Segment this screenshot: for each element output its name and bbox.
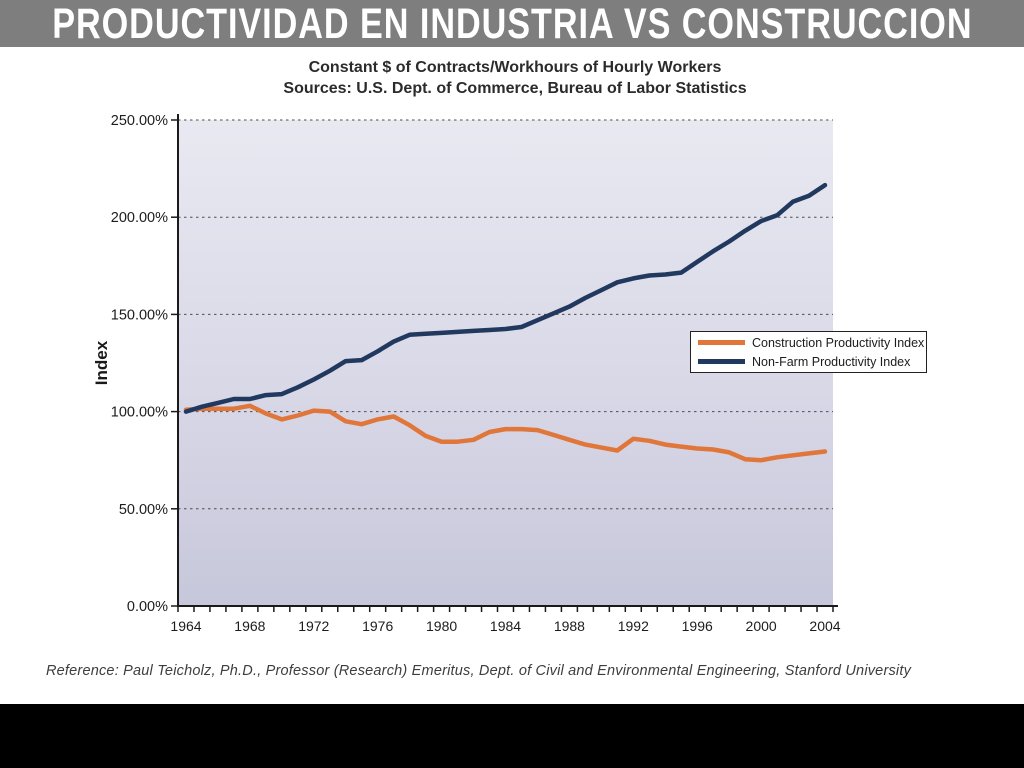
svg-text:1976: 1976: [362, 618, 393, 634]
svg-text:1992: 1992: [618, 618, 649, 634]
svg-text:1964: 1964: [170, 618, 201, 634]
construction-line-swatch: [698, 340, 745, 345]
legend-label-construction: Construction Productivity Index: [752, 335, 925, 350]
slide-title: PRODUCTIVIDAD EN INDUSTRIA VS CONSTRUCCI…: [51, 0, 973, 48]
svg-text:1988: 1988: [554, 618, 585, 634]
chart-legend: Construction Productivity Index Non-Farm…: [690, 331, 927, 373]
svg-text:0.00%: 0.00%: [127, 599, 168, 615]
svg-text:200.00%: 200.00%: [111, 210, 168, 226]
svg-text:150.00%: 150.00%: [111, 307, 168, 323]
svg-text:50.00%: 50.00%: [119, 502, 168, 518]
chart-title: Constant $ of Contracts/Workhours of Hou…: [180, 57, 850, 99]
svg-text:100.00%: 100.00%: [111, 405, 168, 421]
svg-text:1968: 1968: [234, 618, 265, 634]
svg-text:250.00%: 250.00%: [111, 113, 168, 129]
svg-text:2000: 2000: [746, 618, 777, 634]
svg-text:1980: 1980: [426, 618, 457, 634]
svg-text:1972: 1972: [298, 618, 329, 634]
nonfarm-line-swatch: [698, 359, 745, 364]
svg-text:2004: 2004: [809, 618, 840, 634]
legend-item-nonfarm: Non-Farm Productivity Index: [698, 353, 926, 370]
chart-title-line2: Sources: U.S. Dept. of Commerce, Bureau …: [283, 80, 747, 97]
reference-note: Reference: Paul Teicholz, Ph.D., Profess…: [46, 663, 912, 679]
slide-title-bar: PRODUCTIVIDAD EN INDUSTRIA VS CONSTRUCCI…: [0, 0, 1024, 47]
footer-bar: [0, 704, 1024, 768]
y-axis-title: Index: [92, 340, 111, 386]
svg-text:1984: 1984: [490, 618, 521, 634]
legend-label-nonfarm: Non-Farm Productivity Index: [752, 354, 911, 369]
chart-title-line1: Constant $ of Contracts/Workhours of Hou…: [308, 59, 722, 76]
legend-item-construction: Construction Productivity Index: [698, 334, 926, 351]
plot-area: 0.00% 50.00% 100.00% 150.00% 200.00% 250.00% 1…: [111, 113, 841, 634]
svg-text:1996: 1996: [682, 618, 713, 634]
